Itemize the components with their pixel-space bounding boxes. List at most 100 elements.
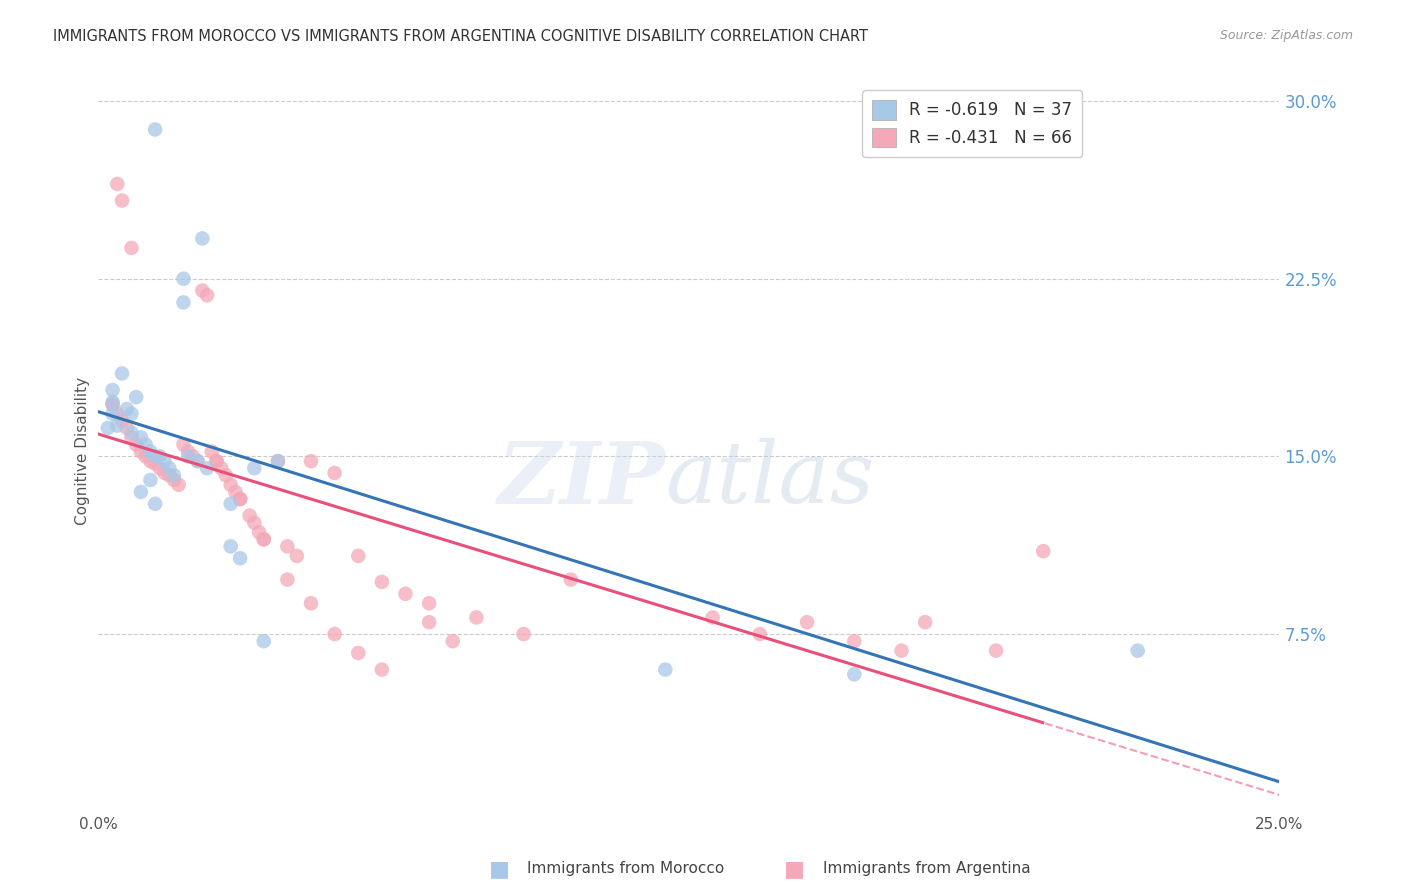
- Point: [121, 407, 143, 421]
- Point: [111, 414, 134, 428]
- Point: [219, 540, 242, 554]
- Point: [654, 663, 676, 677]
- Point: [465, 610, 488, 624]
- Point: [371, 663, 394, 677]
- Point: [125, 390, 148, 404]
- Point: [215, 468, 238, 483]
- Point: [276, 573, 298, 587]
- Text: IMMIGRANTS FROM MOROCCO VS IMMIGRANTS FROM ARGENTINA COGNITIVE DISABILITY CORREL: IMMIGRANTS FROM MOROCCO VS IMMIGRANTS FR…: [53, 29, 869, 44]
- Point: [299, 454, 322, 468]
- Legend: R = -0.619   N = 37, R = -0.431   N = 66: R = -0.619 N = 37, R = -0.431 N = 66: [862, 90, 1083, 157]
- Point: [191, 231, 214, 245]
- Point: [195, 461, 218, 475]
- Point: [172, 295, 194, 310]
- Point: [243, 516, 266, 530]
- Point: [984, 643, 1007, 657]
- Point: [139, 454, 162, 468]
- Text: Source: ZipAtlas.com: Source: ZipAtlas.com: [1219, 29, 1353, 42]
- Point: [177, 444, 200, 458]
- Point: [209, 461, 232, 475]
- Point: [347, 549, 370, 563]
- Point: [172, 437, 194, 451]
- Point: [121, 241, 143, 255]
- Point: [101, 397, 124, 411]
- Point: [844, 634, 866, 648]
- Point: [139, 444, 162, 458]
- Point: [1126, 643, 1149, 657]
- Point: [135, 437, 157, 451]
- Point: [191, 284, 214, 298]
- Point: [135, 450, 157, 464]
- Point: [914, 615, 936, 630]
- Point: [560, 573, 582, 587]
- Point: [121, 425, 143, 440]
- Point: [323, 627, 346, 641]
- Point: [229, 491, 252, 506]
- Point: [139, 473, 162, 487]
- Point: [153, 454, 176, 468]
- Point: [201, 444, 224, 458]
- Point: [195, 288, 218, 302]
- Point: [239, 508, 262, 523]
- Point: [276, 540, 298, 554]
- Point: [229, 551, 252, 566]
- Point: [181, 450, 204, 464]
- Point: [219, 497, 242, 511]
- Point: [163, 473, 186, 487]
- Point: [149, 461, 172, 475]
- Point: [143, 457, 166, 471]
- Point: [247, 525, 270, 540]
- Point: [101, 383, 124, 397]
- Point: [229, 491, 252, 506]
- Point: [143, 497, 166, 511]
- Text: ■: ■: [489, 859, 509, 879]
- Point: [101, 407, 124, 421]
- Point: [243, 461, 266, 475]
- Point: [187, 454, 209, 468]
- Y-axis label: Cognitive Disability: Cognitive Disability: [75, 376, 90, 524]
- Point: [149, 450, 172, 464]
- Point: [441, 634, 464, 648]
- Point: [371, 574, 394, 589]
- Text: ZIP: ZIP: [498, 438, 665, 521]
- Point: [111, 194, 134, 208]
- Point: [101, 395, 124, 409]
- Point: [890, 643, 912, 657]
- Point: [394, 587, 416, 601]
- Point: [1032, 544, 1054, 558]
- Point: [205, 454, 228, 468]
- Point: [267, 454, 290, 468]
- Point: [129, 444, 152, 458]
- Point: [143, 122, 166, 136]
- Point: [224, 484, 246, 499]
- Point: [115, 402, 138, 417]
- Point: [125, 437, 148, 451]
- Point: [143, 450, 166, 464]
- Point: [748, 627, 770, 641]
- Point: [299, 596, 322, 610]
- Point: [323, 466, 346, 480]
- Point: [172, 271, 194, 285]
- Point: [111, 367, 134, 381]
- Point: [157, 468, 180, 483]
- Point: [115, 421, 138, 435]
- Point: [167, 478, 190, 492]
- Point: [347, 646, 370, 660]
- Point: [418, 596, 440, 610]
- Point: [253, 533, 276, 547]
- Point: [205, 454, 228, 468]
- Text: Immigrants from Morocco: Immigrants from Morocco: [527, 862, 724, 876]
- Text: Immigrants from Argentina: Immigrants from Argentina: [823, 862, 1031, 876]
- Point: [101, 397, 124, 411]
- Point: [219, 478, 242, 492]
- Point: [105, 407, 128, 421]
- Point: [163, 468, 186, 483]
- Point: [153, 466, 176, 480]
- Point: [177, 450, 200, 464]
- Point: [285, 549, 308, 563]
- Point: [129, 484, 152, 499]
- Text: atlas: atlas: [665, 438, 875, 521]
- Point: [702, 610, 724, 624]
- Point: [157, 461, 180, 475]
- Point: [129, 430, 152, 444]
